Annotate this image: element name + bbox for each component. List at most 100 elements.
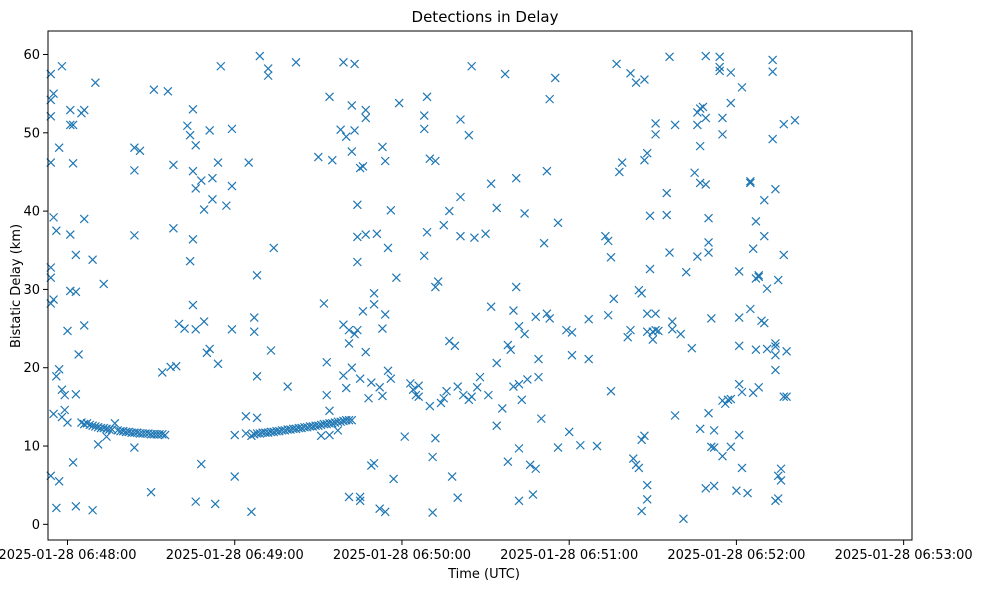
data-point (364, 393, 373, 403)
data-point (339, 57, 348, 67)
data-point (676, 329, 686, 339)
data-point (54, 143, 64, 153)
data-point (378, 324, 387, 333)
data-point (768, 55, 778, 65)
data-point (522, 375, 532, 384)
data-point (313, 421, 323, 431)
data-point (665, 52, 674, 62)
data-point (706, 442, 716, 452)
data-point (344, 415, 354, 425)
data-point (642, 480, 652, 490)
data-point (667, 317, 677, 326)
data-point (129, 165, 139, 175)
data-point (779, 392, 789, 402)
data-point (361, 230, 371, 240)
data-point (149, 85, 159, 95)
data-point (453, 382, 463, 391)
data-point (49, 409, 58, 419)
data-point (759, 231, 769, 241)
data-point (536, 414, 546, 424)
data-point (71, 389, 81, 399)
data-point (483, 390, 493, 400)
data-point (511, 282, 521, 292)
data-point (709, 425, 719, 435)
data-point (63, 418, 72, 427)
data-point (383, 243, 393, 253)
data-point (704, 238, 713, 247)
data-point (191, 140, 201, 150)
data-point (734, 313, 744, 323)
data-point (704, 408, 713, 418)
data-point (386, 205, 396, 215)
data-point (709, 481, 719, 491)
data-point (687, 343, 697, 353)
data-point (350, 126, 360, 135)
data-point (606, 386, 616, 396)
data-point (695, 178, 705, 188)
data-point (634, 463, 644, 473)
data-point (718, 113, 727, 123)
data-point (202, 348, 212, 358)
data-point (628, 454, 638, 463)
data-point (325, 92, 334, 102)
data-point (355, 163, 365, 173)
data-point (470, 233, 479, 243)
data-point (667, 324, 677, 334)
data-point (433, 277, 443, 287)
data-point (79, 214, 89, 224)
data-point (531, 312, 541, 322)
data-point (68, 458, 78, 467)
data-point (520, 329, 530, 339)
data-point (405, 378, 415, 388)
data-point (715, 66, 725, 76)
data-point (230, 430, 240, 440)
data-point (623, 332, 633, 342)
data-points (46, 51, 800, 524)
data-point (701, 483, 711, 493)
data-point (453, 493, 463, 503)
data-point (509, 306, 518, 315)
data-point (49, 212, 58, 222)
data-point (422, 92, 432, 102)
data-point (344, 492, 354, 502)
data-point (65, 120, 75, 130)
data-point (603, 310, 613, 320)
data-point (695, 104, 705, 113)
data-point (344, 339, 354, 348)
data-point (645, 211, 655, 221)
data-point (456, 192, 465, 202)
data-point (584, 354, 594, 364)
data-point (378, 142, 387, 152)
data-point (210, 499, 220, 509)
data-point (205, 344, 215, 354)
data-point (754, 382, 764, 392)
data-point (458, 390, 468, 400)
data-point (531, 464, 541, 474)
data-point (180, 324, 189, 333)
data-point (603, 236, 613, 246)
data-point (369, 288, 379, 298)
data-point (442, 386, 451, 396)
data-point (704, 248, 713, 258)
data-point (528, 490, 538, 500)
data-point (492, 358, 502, 368)
data-point (637, 435, 647, 445)
data-point (584, 314, 594, 324)
data-point (283, 382, 293, 391)
data-point (771, 184, 780, 194)
data-point (771, 350, 780, 360)
data-point (428, 508, 438, 518)
data-point (68, 120, 78, 130)
data-point (773, 471, 783, 481)
data-point (227, 181, 237, 191)
data-point (679, 514, 688, 524)
data-point (49, 295, 58, 305)
data-point (110, 418, 120, 428)
data-point (51, 371, 61, 381)
data-point (414, 392, 424, 402)
plot-frame (47, 30, 913, 541)
data-point (79, 321, 89, 330)
data-point (614, 167, 624, 177)
data-point (65, 230, 75, 240)
